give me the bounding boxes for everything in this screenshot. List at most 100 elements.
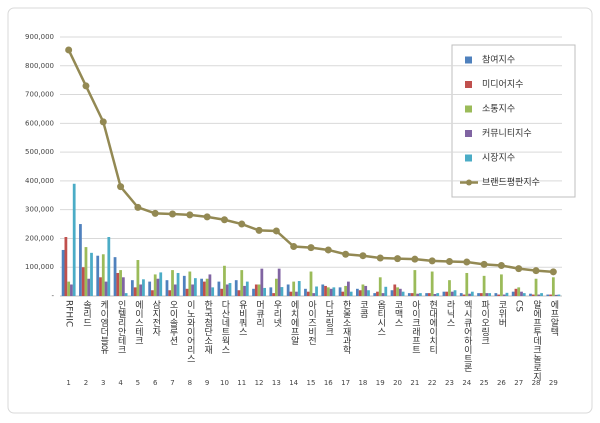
bar	[176, 272, 180, 296]
bar	[465, 272, 469, 296]
x-tick-label: 알에프투데크놀로지	[531, 300, 541, 382]
bar	[193, 278, 197, 296]
bar	[428, 293, 431, 296]
x-tick-label: 케이엠더블유	[98, 300, 108, 355]
line-marker	[220, 216, 228, 224]
bar	[390, 290, 394, 296]
line-marker	[394, 255, 402, 263]
y-tick-label: 300,000	[25, 206, 54, 214]
legend-label: 참여지수	[482, 54, 515, 66]
bar	[286, 284, 290, 296]
bar	[419, 293, 422, 296]
x-tick-label: 머큐리	[254, 300, 264, 328]
bar	[99, 277, 102, 296]
legend-label: 시장지수	[482, 153, 515, 164]
bar	[87, 278, 91, 296]
x-tick-label: 오이솔루션	[168, 300, 178, 345]
rank-label: 27	[514, 379, 523, 387]
y-tick-label: -	[51, 292, 54, 300]
bar	[165, 280, 169, 296]
x-tick-label: 이노와이어리스	[185, 300, 195, 363]
bar	[101, 254, 105, 296]
bar	[338, 287, 342, 296]
bar	[407, 293, 411, 296]
x-tick-label: 코위버	[496, 300, 506, 328]
bar	[274, 278, 278, 296]
rank-label: 18	[358, 379, 367, 387]
bar	[326, 287, 330, 296]
bar	[502, 294, 506, 296]
line-marker	[463, 258, 471, 266]
x-tick-label: 에이스테크	[133, 300, 143, 345]
bar	[243, 285, 246, 296]
rank-label: 20	[393, 379, 402, 387]
bar	[347, 281, 350, 296]
bar	[306, 291, 310, 296]
bar	[208, 274, 212, 296]
line-marker	[359, 252, 367, 260]
bar	[124, 293, 128, 296]
bar	[401, 291, 405, 296]
bar	[107, 237, 111, 296]
bar	[511, 291, 515, 296]
bar	[153, 274, 157, 296]
bar	[188, 271, 192, 296]
line-marker	[532, 267, 540, 275]
bar	[200, 278, 203, 296]
bar	[485, 293, 489, 296]
bar	[398, 288, 402, 296]
bar	[329, 288, 333, 296]
line-marker	[82, 82, 90, 90]
bar	[321, 284, 325, 296]
bar	[304, 288, 307, 296]
rank-label: 23	[445, 379, 454, 387]
bar	[549, 294, 552, 296]
line-marker	[272, 227, 280, 235]
x-tick-label: 인텔리안테크	[116, 300, 126, 354]
rank-label: 26	[497, 379, 506, 387]
bar	[459, 293, 463, 296]
rank-label: 15	[307, 379, 316, 387]
line-marker	[169, 210, 177, 218]
bar	[228, 283, 232, 296]
bar	[139, 284, 143, 296]
bar	[494, 293, 498, 296]
rank-label: 28	[532, 379, 541, 387]
bar	[373, 293, 377, 296]
line-marker	[428, 257, 436, 265]
bar	[358, 290, 362, 296]
bar	[277, 268, 281, 296]
rank-label: 10	[220, 379, 229, 387]
bar	[396, 287, 399, 296]
y-tick-label: 100,000	[25, 263, 54, 271]
bar	[182, 275, 186, 296]
bar	[517, 287, 521, 296]
chart-frame	[7, 7, 593, 414]
rank-label: 17	[341, 379, 350, 387]
bar	[171, 270, 174, 296]
bar	[497, 294, 501, 296]
bar	[223, 265, 226, 296]
bar	[482, 275, 486, 296]
bar	[468, 293, 471, 296]
x-tick-label: 유비쿼스	[237, 300, 247, 336]
bar	[254, 284, 258, 296]
rank-label: 5	[136, 379, 140, 387]
line-marker	[307, 244, 315, 252]
bar	[341, 291, 345, 296]
bar	[260, 268, 264, 296]
bar	[133, 287, 137, 296]
x-tick-label: 솔리드	[81, 300, 91, 327]
line-marker	[445, 257, 453, 265]
bar	[315, 286, 318, 296]
bar	[289, 291, 293, 296]
y-tick-label: 500,000	[25, 148, 54, 156]
line-marker	[411, 255, 419, 263]
bar	[453, 290, 457, 296]
bar	[540, 293, 543, 296]
bar	[263, 287, 266, 296]
bar	[173, 284, 177, 296]
legend-label: 브랜드평판지수	[482, 177, 540, 188]
x-tick-label: 라닉스	[444, 300, 454, 327]
